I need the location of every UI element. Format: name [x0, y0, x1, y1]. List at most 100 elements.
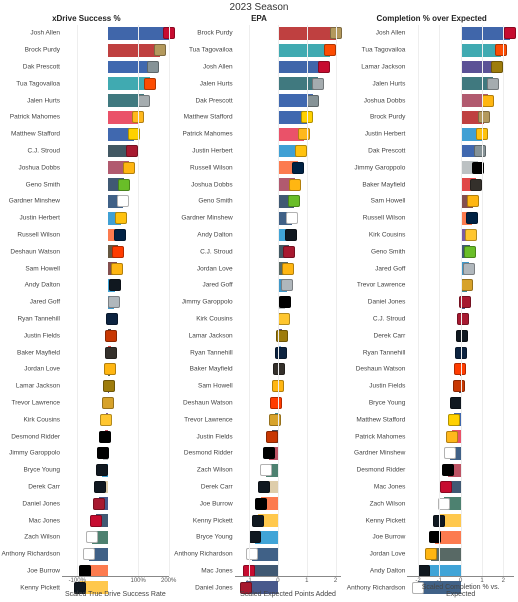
team-logo-icon: [470, 179, 482, 191]
qb-name: Baker Mayfield: [0, 349, 62, 356]
qb-row: Jared Goff: [0, 294, 173, 311]
bar-zone: [407, 296, 514, 309]
qb-row: Trevor Lawrence: [173, 411, 346, 428]
bar-zone: [235, 128, 342, 141]
team-logo-icon: [112, 246, 124, 258]
team-logo-icon: [464, 246, 476, 258]
qb-row: Ryan Tannehill: [345, 344, 518, 361]
qb-name: Geno Smith: [173, 198, 235, 205]
team-logo-icon: [285, 229, 297, 241]
qb-name: Mac Jones: [345, 483, 407, 490]
bar-zone: [407, 262, 514, 275]
qb-row: C.J. Stroud: [173, 243, 346, 260]
bar-zone: [407, 145, 514, 158]
qb-row: Mac Jones: [345, 479, 518, 496]
team-logo-icon: [278, 313, 290, 325]
team-logo-icon: [454, 363, 466, 375]
bar-zone: [407, 464, 514, 477]
bar-zone: [407, 430, 514, 443]
qb-name: Josh Allen: [173, 63, 235, 70]
bar-zone: [235, 245, 342, 258]
bar-zone: [235, 380, 342, 393]
team-logo-icon: [442, 464, 454, 476]
qb-row: Russell Wilson: [345, 210, 518, 227]
qb-row: Justin Herbert: [0, 210, 173, 227]
qb-name: Gardner Minshew: [173, 215, 235, 222]
chart-area: Brock PurdyTua TagovailoaJosh AllenJalen…: [173, 25, 346, 576]
qb-name: Trevor Lawrence: [173, 416, 235, 423]
bar-zone: [407, 279, 514, 292]
qb-name: Andy Dalton: [0, 282, 62, 289]
team-logo-icon: [272, 380, 284, 392]
qb-row: Baker Mayfield: [0, 344, 173, 361]
bar-zone: [235, 77, 342, 90]
qb-name: Anthony Richardson: [173, 551, 235, 558]
bar-zone: [235, 464, 342, 477]
team-logo-icon: [104, 363, 116, 375]
qb-row: Trevor Lawrence: [345, 277, 518, 294]
bar-zone: [235, 212, 342, 225]
qb-row: Bryce Young: [345, 395, 518, 412]
team-logo-icon: [474, 145, 486, 157]
qb-row: Trevor Lawrence: [0, 395, 173, 412]
x-axis: -100%100%200%Scaled True Drive Success R…: [0, 576, 173, 598]
bar-zone: [62, 313, 169, 326]
axis-title: Scaled Expected Points Added: [235, 591, 342, 598]
bar-zone: [62, 195, 169, 208]
qb-row: Brock Purdy: [345, 109, 518, 126]
qb-name: Trevor Lawrence: [345, 282, 407, 289]
qb-name: Patrick Mahomes: [173, 131, 235, 138]
team-logo-icon: [275, 347, 287, 359]
qb-name: Andy Dalton: [173, 231, 235, 238]
qb-name: Andy Dalton: [345, 567, 407, 574]
qb-name: Joe Burrow: [0, 567, 62, 574]
bar-zone: [407, 229, 514, 242]
qb-name: Josh Allen: [0, 30, 62, 37]
bar-zone: [235, 161, 342, 174]
bar-zone: [62, 77, 169, 90]
qb-row: Jordan Love: [173, 260, 346, 277]
qb-row: Ryan Tannehill: [0, 311, 173, 328]
bar: [278, 44, 330, 57]
qb-row: Jimmy Garoppolo: [0, 445, 173, 462]
qb-row: Desmond Ridder: [173, 445, 346, 462]
tick-label: 1: [305, 578, 308, 584]
team-logo-icon: [114, 229, 126, 241]
panel-2: Completion % over ExpectedJosh AllenTua …: [345, 13, 518, 598]
qb-name: Geno Smith: [345, 248, 407, 255]
qb-name: Deshaun Watson: [173, 399, 235, 406]
team-logo-icon: [246, 548, 258, 560]
qb-name: Russell Wilson: [0, 231, 62, 238]
team-logo-icon: [330, 27, 342, 39]
qb-row: Kenny Pickett: [345, 512, 518, 529]
qb-name: Kirk Cousins: [173, 315, 235, 322]
qb-row: Joshua Dobbs: [345, 92, 518, 109]
team-logo-icon: [258, 481, 270, 493]
bar-zone: [407, 531, 514, 544]
team-logo-icon: [276, 330, 288, 342]
bar: [108, 27, 169, 40]
qb-name: Matthew Stafford: [173, 114, 235, 121]
qb-row: Zach Wilson: [345, 495, 518, 512]
bar-zone: [62, 145, 169, 158]
qb-row: Andy Dalton: [0, 277, 173, 294]
bar-zone: [407, 548, 514, 561]
bar-zone: [62, 363, 169, 376]
team-logo-icon: [463, 263, 475, 275]
qb-name: Joshua Dobbs: [0, 164, 62, 171]
bar-zone: [235, 514, 342, 527]
bar-zone: [235, 61, 342, 74]
qb-row: Deshaun Watson: [173, 395, 346, 412]
team-logo-icon: [282, 263, 294, 275]
team-logo-icon: [99, 431, 111, 443]
qb-row: Sam Howell: [0, 260, 173, 277]
team-logo-icon: [273, 363, 285, 375]
qb-name: Daniel Jones: [345, 299, 407, 306]
qb-row: Tua Tagovailoa: [0, 75, 173, 92]
team-logo-icon: [318, 61, 330, 73]
qb-row: Lamar Jackson: [345, 59, 518, 76]
team-logo-icon: [132, 111, 144, 123]
qb-name: Justin Herbert: [345, 131, 407, 138]
panel-title: xDrive Success %: [0, 13, 173, 25]
qb-row: Justin Fields: [345, 378, 518, 395]
